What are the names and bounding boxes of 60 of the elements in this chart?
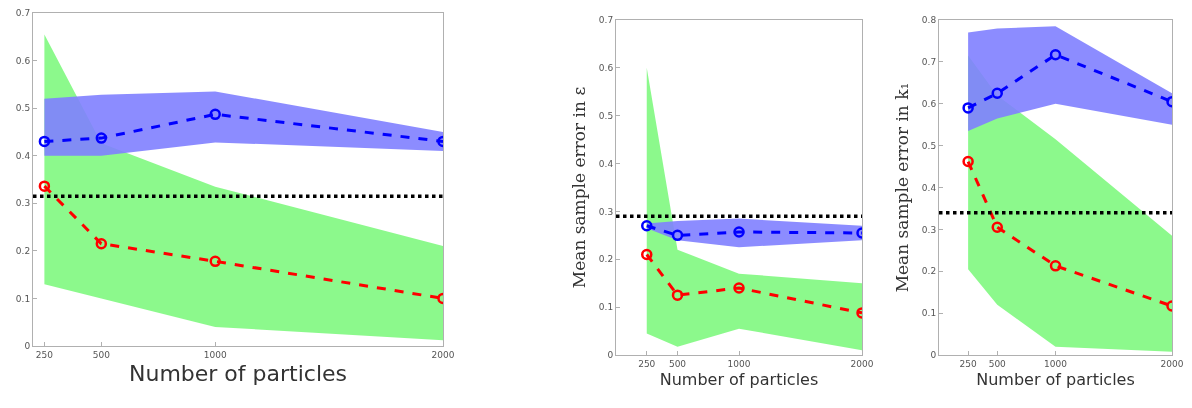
y-tick-label: 0.4 [598,158,614,169]
y-tick-label: 0 [607,350,614,361]
point [962,102,974,114]
y-tick-label: 0.2 [921,266,937,277]
point [733,282,745,294]
point [991,87,1003,100]
point [671,229,684,242]
point [1049,49,1062,61]
y-tick-label: 0.5 [921,140,937,151]
y-tick-label: 0 [24,341,31,352]
y-tick-label: 0 [930,350,937,361]
y-tick-label: 0.7 [598,15,614,26]
x-tick-label: 1000 [727,358,751,369]
y-tick-label: 0.1 [921,308,937,319]
x-tick-label: 500 [668,358,687,369]
point [209,255,221,268]
point [95,237,108,250]
y-tick-label: 0.6 [15,55,31,66]
point [641,220,653,232]
point [38,180,51,192]
y-axis-title: Mean sample error in k₁ [892,82,913,293]
x-axis-title: Number of particles [659,370,819,390]
y-tick-label: 0.8 [921,15,937,26]
x-tick-label: 250 [35,349,54,360]
y-tick-label: 0.5 [15,103,31,114]
y-tick-label: 0.4 [15,150,31,161]
point [991,221,1003,234]
point [38,135,51,148]
y-tick-label: 0.7 [15,8,31,19]
x-tick-label: 2000 [431,349,455,360]
point [962,155,974,168]
x-tick-label: 500 [92,349,111,360]
y-tick-label: 0.3 [598,206,614,217]
x-tick-label: 2000 [850,358,874,369]
y-tick-label: 0.4 [921,182,937,193]
x-tick-label: 500 [988,358,1007,369]
x-tick-label: 250 [959,358,977,369]
x-axis-title: Number of particles [976,370,1135,390]
y-axis-title: Mean sample error in ε [569,86,590,289]
x-tick-label: 250 [638,358,656,369]
x-tick-label: 1000 [203,349,227,360]
y-tick-label: 0.3 [15,198,31,209]
point [641,248,653,261]
point [733,226,745,238]
y-tick-label: 0.5 [598,110,614,121]
point [1049,260,1062,272]
y-tick-label: 0.2 [598,254,614,265]
point [671,289,684,301]
point [209,108,221,121]
x-tick-label: 1000 [1044,358,1068,369]
y-tick-label: 0.1 [15,293,31,304]
x-tick-label: 2000 [1160,358,1184,369]
point [95,132,108,144]
y-tick-label: 0.6 [921,98,937,109]
x-axis-title: Number of particles [128,360,348,386]
y-tick-label: 0.3 [921,224,937,235]
y-tick-label: 0.2 [15,246,31,257]
y-tick-label: 0.7 [921,57,937,68]
y-tick-label: 0.6 [598,63,614,74]
y-tick-label: 0.1 [598,302,614,313]
